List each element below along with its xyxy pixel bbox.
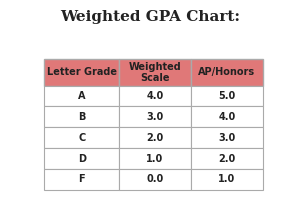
Bar (44, 85, 119, 106)
Bar (191, 106, 263, 127)
Bar (191, 127, 263, 148)
Bar (191, 59, 263, 85)
Bar (44, 148, 119, 169)
Text: 5.0: 5.0 (218, 91, 236, 101)
Bar (119, 85, 191, 106)
Text: B: B (78, 112, 85, 122)
Text: C: C (78, 133, 85, 143)
Bar (119, 106, 191, 127)
Bar (44, 106, 119, 127)
Text: Letter Grade: Letter Grade (46, 67, 117, 77)
Text: 4.0: 4.0 (146, 91, 164, 101)
Text: 0.0: 0.0 (146, 174, 164, 184)
Text: Weighted GPA Chart:: Weighted GPA Chart: (60, 10, 240, 24)
Bar (191, 85, 263, 106)
Bar (119, 169, 191, 190)
Bar (44, 127, 119, 148)
Text: 2.0: 2.0 (218, 153, 236, 163)
Bar (191, 148, 263, 169)
Text: 4.0: 4.0 (218, 112, 236, 122)
Text: 3.0: 3.0 (146, 112, 164, 122)
Text: Weighted
Scale: Weighted Scale (128, 62, 181, 83)
Text: 1.0: 1.0 (146, 153, 164, 163)
Bar (119, 127, 191, 148)
Bar (191, 169, 263, 190)
Bar (119, 148, 191, 169)
Text: 1.0: 1.0 (218, 174, 236, 184)
Text: A: A (78, 91, 85, 101)
Text: AP/Honors: AP/Honors (198, 67, 256, 77)
Bar (44, 59, 119, 85)
Bar (44, 169, 119, 190)
Text: F: F (78, 174, 85, 184)
Text: 3.0: 3.0 (218, 133, 236, 143)
Text: D: D (78, 153, 86, 163)
Bar (119, 59, 191, 85)
Text: 2.0: 2.0 (146, 133, 164, 143)
